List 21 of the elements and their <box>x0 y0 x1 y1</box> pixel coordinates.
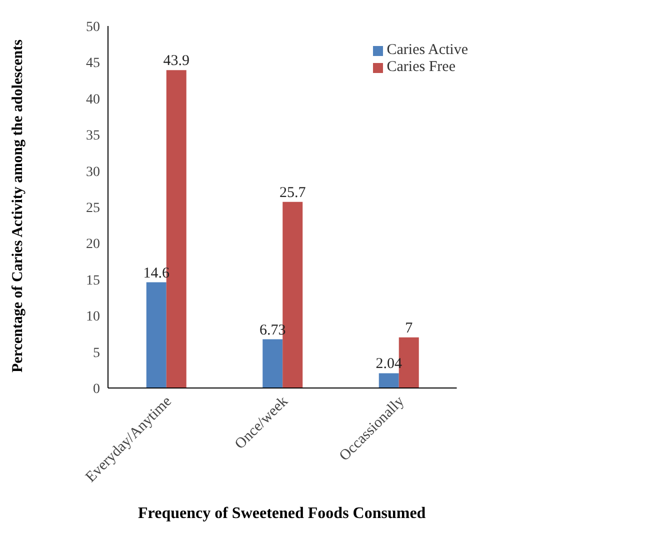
bar <box>262 339 283 388</box>
y-tick-label: 50 <box>86 20 100 35</box>
legend-label: Caries Free <box>386 59 456 75</box>
legend-label: Caries Active <box>386 42 468 58</box>
y-tick-label: 35 <box>86 128 100 144</box>
bar <box>146 282 166 388</box>
data-label: 7 <box>405 320 414 336</box>
x-axis-title: Frequency of Sweetened Foods Consumed <box>138 505 426 523</box>
y-tick-label: 25 <box>86 200 100 216</box>
y-tick-label: 5 <box>93 346 100 361</box>
y-tick-label: 40 <box>86 92 100 108</box>
y-tick-label: 15 <box>86 273 100 288</box>
data-label: 25.7 <box>279 184 306 201</box>
data-label: 43.9 <box>163 53 190 70</box>
y-tick-label: 0 <box>93 382 100 397</box>
y-tick-label: 30 <box>86 164 100 180</box>
y-tick-label: 45 <box>86 56 100 72</box>
bar <box>378 373 399 388</box>
y-axis-title: Percentage of Caries Activity among the adolescents <box>9 38 27 374</box>
y-tick-label: 10 <box>86 310 100 325</box>
y-tick-label: 20 <box>86 237 100 252</box>
